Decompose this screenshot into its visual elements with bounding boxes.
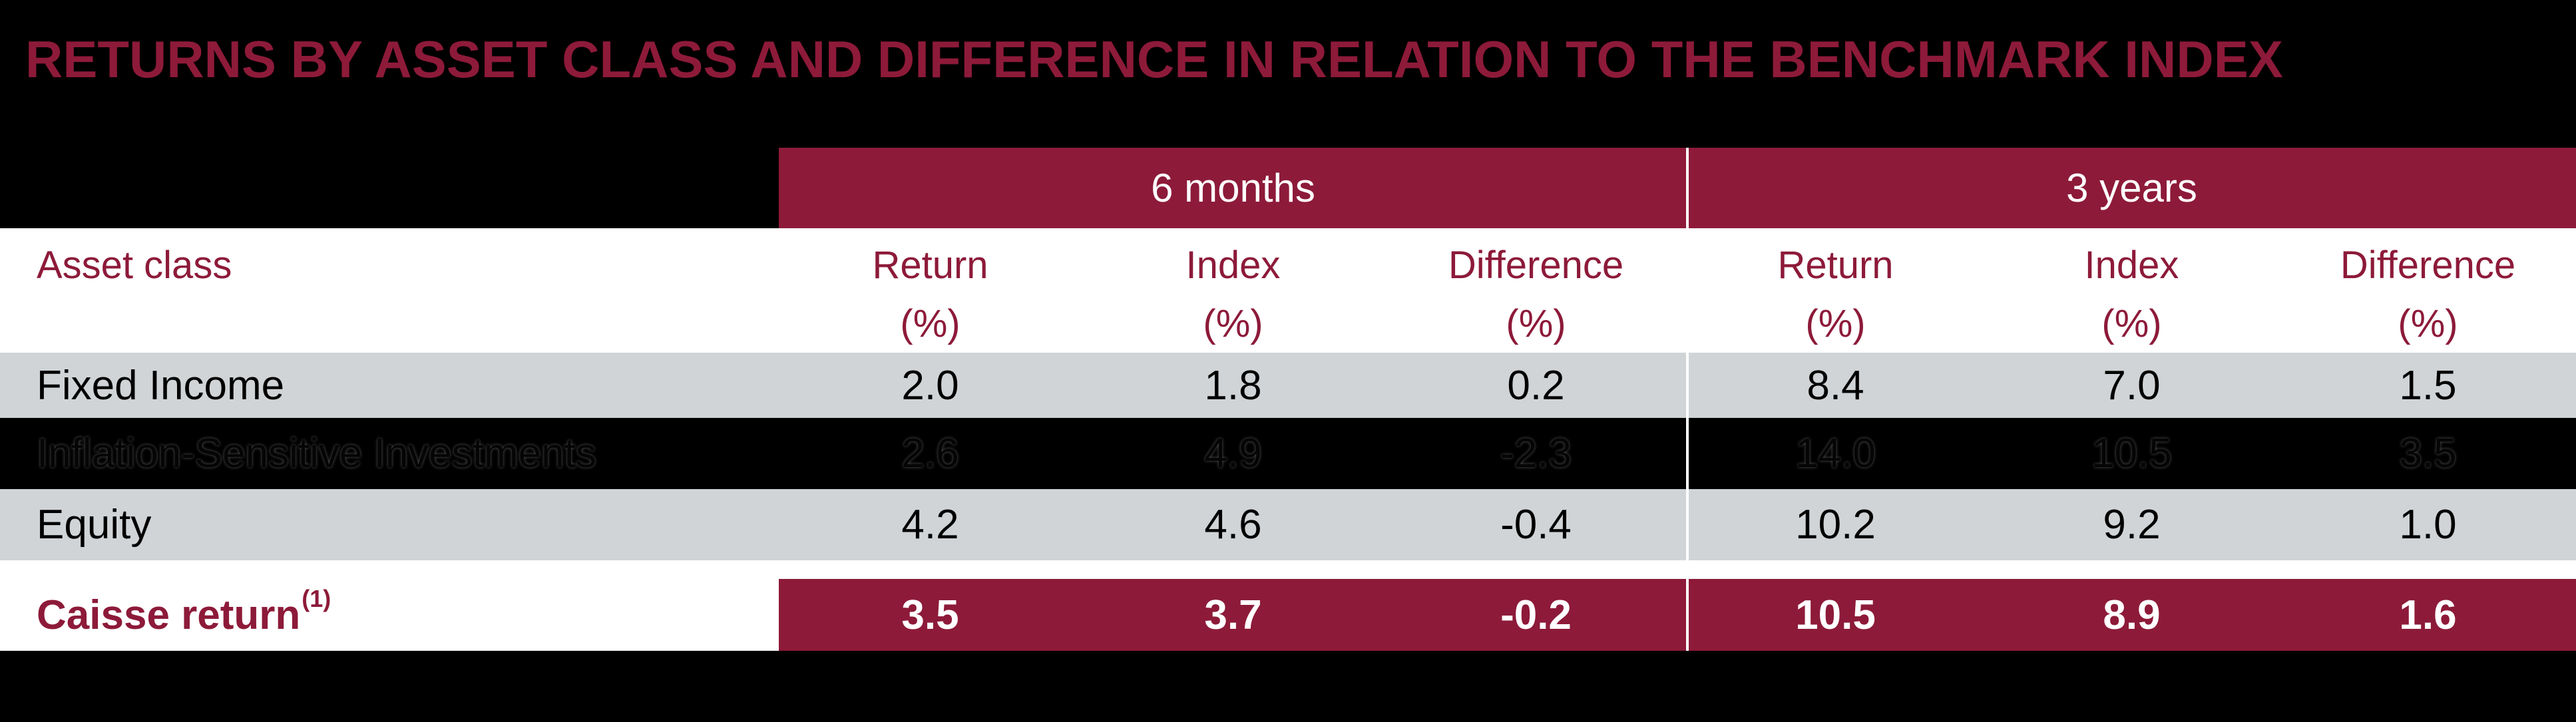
row-label: Fixed Income (37, 362, 285, 409)
cell-value: 7.0 (2103, 362, 2161, 409)
cell-value: 4.2 (901, 502, 959, 548)
table-row-fixed-income: Fixed Income 2.0 1.8 0.2 8.4 7.0 1.5 (0, 353, 2576, 418)
table-row-equity: Equity 4.2 4.6 -0.4 10.2 9.2 1.0 (0, 489, 2576, 560)
column-header-difference-6m: Difference (%) (1385, 228, 1687, 353)
header-unit: (%) (2398, 302, 2458, 345)
period-header-3-years: 3 years (1687, 148, 2576, 228)
column-header-index-6m: Index (%) (1082, 228, 1385, 353)
row-separator (0, 560, 2576, 579)
cell-value: 14.0 (1795, 431, 1876, 476)
header-label: Difference (2340, 244, 2516, 287)
caisse-return-label: Caisse return (37, 592, 301, 638)
cell-value: 10.5 (1687, 579, 1984, 651)
table-row-caisse-return: Caisse return (1) 3.5 3.7 -0.2 10.5 8.9 1… (0, 579, 2576, 651)
cell-value: 8.9 (1984, 579, 2280, 651)
table-row-inflation-sensitive-investments: Inflation-Sensitive Investments 2.6 4.9 … (0, 418, 2576, 489)
cell-value: -2.3 (1500, 431, 1572, 476)
cell-value: 4.9 (1204, 431, 1262, 476)
header-label: Return (872, 244, 988, 287)
header-unit: (%) (900, 302, 961, 345)
cell-value: 0.2 (1507, 362, 1565, 409)
header-unit: (%) (1506, 302, 1566, 345)
footnote-marker: (1) (302, 585, 331, 612)
header-label: Return (1777, 244, 1894, 287)
returns-table: 6 months 3 years Asset class Return (%) … (0, 148, 2576, 651)
cell-value: 1.5 (2399, 362, 2457, 409)
header-unit: (%) (2101, 302, 2162, 345)
cell-value: 9.2 (2103, 502, 2161, 548)
period-header-row: 6 months 3 years (0, 148, 2576, 228)
row-label: Equity (37, 502, 152, 548)
cell-value: 3.7 (1082, 579, 1385, 651)
row-label: Caisse return (1) (0, 579, 779, 651)
period-header-6-months: 6 months (779, 148, 1687, 228)
header-unit: (%) (1805, 302, 1866, 345)
header-label: Difference (1448, 244, 1624, 287)
header-label: Index (2084, 244, 2179, 287)
cell-value: 8.4 (1807, 362, 1864, 409)
column-header-row: Asset class Return (%) Index (%) Differe… (0, 228, 2576, 353)
page-title: RETURNS BY ASSET CLASS AND DIFFERENCE IN… (25, 30, 2283, 89)
cell-value: 1.8 (1204, 362, 1262, 409)
cell-value: 10.2 (1795, 502, 1876, 548)
header-unit: (%) (1203, 302, 1263, 345)
column-header-return-6m: Return (%) (779, 228, 1082, 353)
row-label: Inflation-Sensitive Investments (37, 431, 596, 476)
cell-value: 1.0 (2399, 502, 2457, 548)
cell-value: -0.2 (1385, 579, 1687, 651)
section-divider-line (1686, 148, 1689, 651)
cell-value: 3.5 (2399, 431, 2457, 476)
column-header-return-3y: Return (%) (1687, 228, 1984, 353)
cell-value: -0.4 (1500, 502, 1572, 548)
cell-value: 4.6 (1204, 502, 1262, 548)
cell-value: 3.5 (779, 579, 1082, 651)
cell-value: 2.0 (901, 362, 959, 409)
header-label: Index (1185, 244, 1281, 287)
column-header-index-3y: Index (%) (1984, 228, 2280, 353)
cell-value: 2.6 (901, 431, 959, 476)
column-header-difference-3y: Difference (%) (2280, 228, 2576, 353)
cell-value: 1.6 (2280, 579, 2576, 651)
cell-value: 10.5 (2091, 431, 2172, 476)
column-header-asset-class: Asset class (37, 244, 232, 287)
period-header-spacer (0, 148, 779, 228)
